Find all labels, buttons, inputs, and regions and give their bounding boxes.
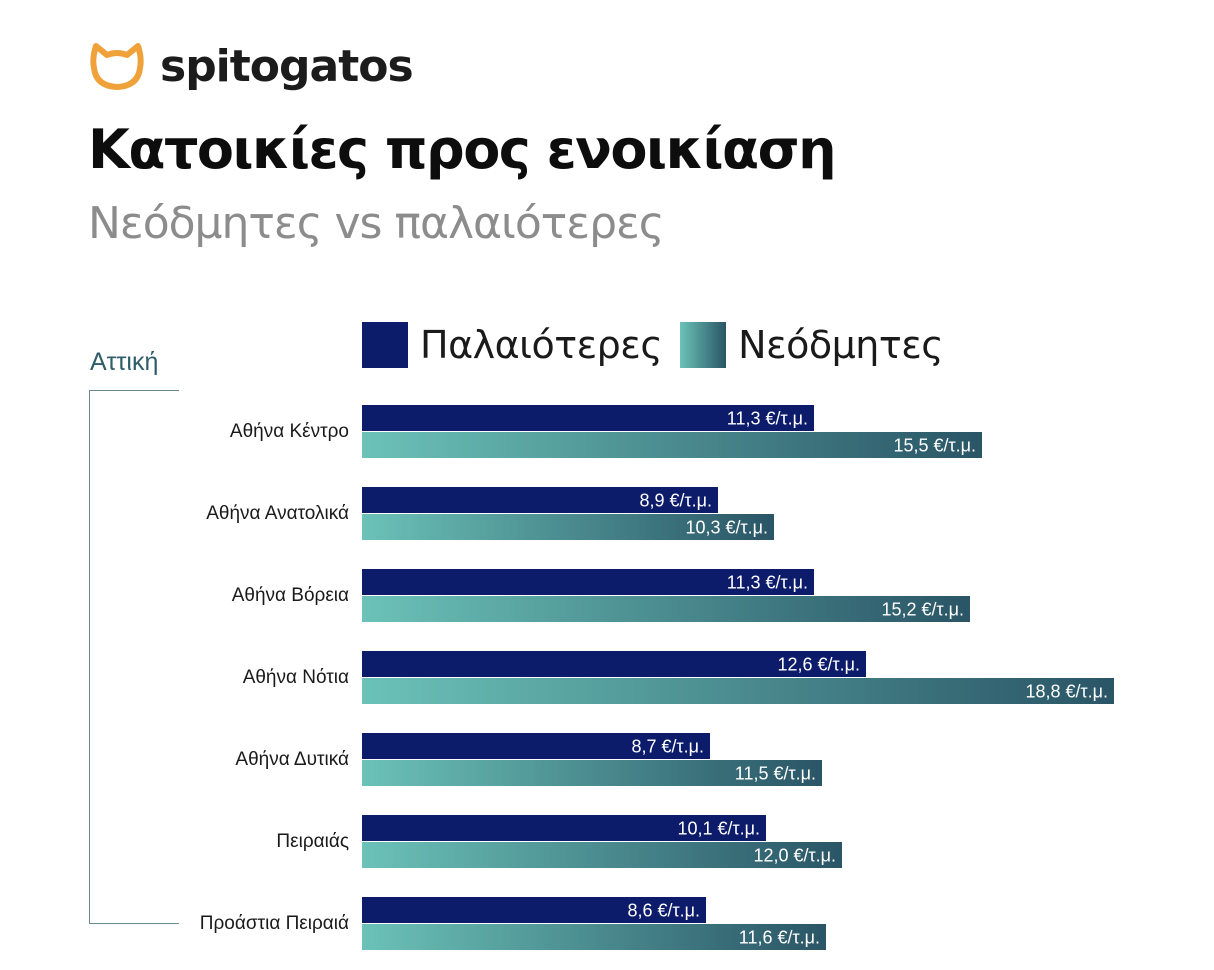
bar-older xyxy=(362,897,706,923)
legend-label-older: Παλαιότερες xyxy=(420,323,663,367)
bar-label-older: 11,3 €/τ.μ. xyxy=(727,573,808,593)
page-title: Κατοικίες προς ενοικίαση xyxy=(88,118,837,181)
bar-label-new: 18,8 €/τ.μ. xyxy=(1025,682,1108,702)
bar-label-new: 10,3 €/τ.μ. xyxy=(685,518,768,538)
bar-label-new: 11,5 €/τ.μ. xyxy=(735,764,816,784)
brand-name: spitogatos xyxy=(160,40,414,92)
category-label: Αθήνα Κέντρο xyxy=(230,421,349,442)
bar-label-older: 8,6 €/τ.μ. xyxy=(627,901,700,921)
bar-new xyxy=(362,924,826,950)
bar-older xyxy=(362,651,866,677)
legend-swatch-older xyxy=(362,322,408,368)
category-label: Αθήνα Βόρεια xyxy=(232,585,349,606)
category-label: Αθήνα Δυτικά xyxy=(235,749,349,770)
bar-label-older: 10,1 €/τ.μ. xyxy=(677,819,760,839)
bar-label-new: 12,0 €/τ.μ. xyxy=(753,846,836,866)
bar-new xyxy=(362,842,842,868)
bar-label-older: 11,3 €/τ.μ. xyxy=(727,409,808,429)
category-label: Αθήνα Νότια xyxy=(243,667,349,688)
bar-new xyxy=(362,760,822,786)
bar-older xyxy=(362,815,766,841)
bar-older xyxy=(362,405,814,431)
bar-new xyxy=(362,432,982,458)
region-label: Αττική xyxy=(90,348,159,376)
bar-label-new: 15,2 €/τ.μ. xyxy=(881,600,964,620)
bar-new xyxy=(362,596,970,622)
page-subtitle: Νεόδμητες vs παλαιότερες xyxy=(88,198,665,249)
cat-head-icon xyxy=(90,43,144,90)
bar-older xyxy=(362,569,814,595)
bar-new xyxy=(362,514,774,540)
chart-legend: Παλαιότερες Νεόδμητες xyxy=(362,322,961,368)
legend-item-new: Νεόδμητες xyxy=(680,322,944,368)
bar-label-new: 11,6 €/τ.μ. xyxy=(739,928,820,948)
bar-label-older: 12,6 €/τ.μ. xyxy=(777,655,860,675)
category-label: Πειραιάς xyxy=(276,831,349,852)
bar-new xyxy=(362,678,1114,704)
bar-older xyxy=(362,733,710,759)
bar-label-older: 8,9 €/τ.μ. xyxy=(639,491,712,511)
brand-logo: spitogatos xyxy=(88,40,414,92)
category-label: Αθήνα Ανατολικά xyxy=(206,503,349,524)
legend-item-older: Παλαιότερες xyxy=(362,322,663,368)
legend-label-new: Νεόδμητες xyxy=(738,323,944,367)
category-label: Προάστια Πειραιά xyxy=(200,913,349,934)
legend-swatch-new xyxy=(680,322,727,368)
bar-label-older: 8,7 €/τ.μ. xyxy=(631,737,704,757)
bar-label-new: 15,5 €/τ.μ. xyxy=(893,436,976,456)
bar-older xyxy=(362,487,718,513)
region-bracket xyxy=(89,390,179,924)
